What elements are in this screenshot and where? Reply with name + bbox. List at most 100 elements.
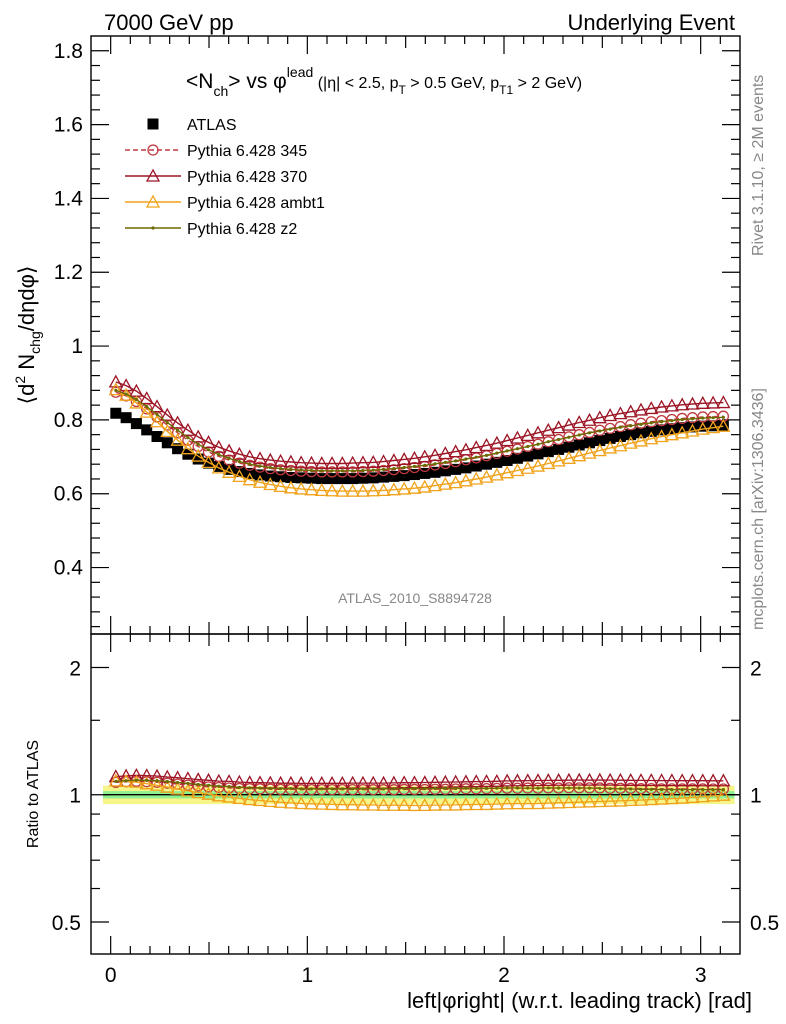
main-point-4 — [412, 464, 417, 469]
ratio-point-2 — [675, 773, 690, 787]
main-point-0 — [120, 412, 132, 424]
main-point-4 — [196, 442, 200, 446]
main-point-4 — [526, 444, 530, 449]
ratio-point-3 — [160, 779, 175, 793]
main-point-3 — [469, 471, 484, 485]
ratio-point-2 — [561, 772, 576, 786]
main-point-2 — [427, 447, 443, 461]
main-point-0 — [707, 420, 719, 432]
ratio-point-3 — [438, 797, 453, 811]
main-point-0 — [583, 437, 595, 449]
ratio-point-3 — [314, 796, 329, 810]
ratio-line-3 — [115, 780, 724, 807]
ratio-point-3 — [500, 796, 515, 810]
main-point-3 — [448, 475, 463, 489]
ratio-point-4 — [217, 784, 221, 788]
main-point-3 — [283, 480, 298, 494]
title-cuts-b: > 0.5 GeV, p — [406, 75, 499, 92]
ratio-point-4 — [175, 780, 180, 785]
ratio-point-2 — [705, 773, 721, 787]
ratio-ytick-label: 1 — [69, 785, 81, 808]
main-point-4 — [649, 421, 653, 425]
main-point-4 — [361, 468, 365, 473]
ratio-point-2 — [623, 772, 638, 786]
main-point-0 — [439, 465, 451, 477]
main-point-1 — [552, 433, 565, 446]
main-point-0 — [110, 407, 122, 419]
main-point-4 — [495, 451, 499, 455]
main-point-1 — [542, 436, 554, 448]
header-right: Underlying Event — [567, 10, 735, 35]
main-point-0 — [213, 460, 225, 472]
title-cuts-b-sub: T1 — [499, 83, 513, 97]
main-point-3 — [355, 483, 371, 497]
main-point-3 — [417, 479, 432, 493]
ratio-point-4 — [608, 787, 612, 791]
main-point-2 — [324, 456, 340, 470]
main-ytick-label: 0.6 — [54, 483, 83, 506]
main-point-3 — [314, 483, 329, 497]
main-point-3 — [273, 478, 288, 492]
main-point-3 — [263, 477, 278, 491]
main-point-4 — [237, 460, 241, 464]
main-point-2 — [417, 449, 432, 463]
ratio-point-2 — [489, 773, 504, 787]
ratio-point-4 — [165, 779, 169, 784]
ratio-point-4 — [495, 786, 499, 790]
main-point-4 — [206, 448, 211, 452]
ratio-point-4 — [361, 787, 365, 791]
main-point-4 — [536, 442, 540, 446]
main-point-3 — [644, 431, 659, 445]
title-cuts-a: (|η| < 2.5, p — [313, 75, 398, 92]
main-axes: 0.4 0.6 0.8 1 1.2 1.4 1.6 1.8 — [54, 36, 740, 634]
main-point-3 — [613, 438, 628, 452]
main-point-4 — [567, 435, 571, 439]
ratio-point-3 — [633, 792, 649, 806]
ratio-point-3 — [335, 797, 350, 811]
main-point-2 — [644, 401, 659, 415]
main-point-3 — [211, 460, 226, 474]
main-point-3 — [252, 474, 268, 488]
main-point-0 — [511, 452, 523, 464]
ratio-point-4 — [474, 786, 478, 790]
main-ytick-label: 0.8 — [54, 409, 83, 432]
ratio-ylabel: Ratio to ATLAS — [25, 740, 42, 848]
main-point-3 — [376, 483, 391, 497]
main-point-2 — [695, 395, 710, 409]
ratio-point-2 — [582, 772, 597, 786]
ratio-point-4 — [248, 786, 252, 790]
ratio-point-4 — [423, 787, 427, 791]
main-point-0 — [491, 456, 503, 468]
main-point-2 — [119, 378, 134, 392]
main-point-4 — [309, 468, 314, 473]
main-point-4 — [546, 440, 550, 444]
main-point-2 — [654, 399, 669, 413]
ratio-point-2 — [510, 773, 525, 787]
ratio-point-4 — [690, 788, 695, 792]
main-point-0 — [460, 462, 472, 474]
ratio-point-3 — [458, 797, 474, 811]
ratio-point-2 — [551, 772, 566, 786]
main-point-0 — [347, 473, 359, 485]
ratio-point-4 — [546, 786, 550, 790]
main-ylabel: ⟨d2 Nchg/dηdφ⟩ — [12, 266, 43, 405]
main-point-0 — [594, 435, 606, 447]
main-point-4 — [299, 468, 303, 472]
main-point-4 — [392, 467, 396, 471]
main-point-2 — [603, 408, 618, 422]
main-point-2 — [397, 452, 412, 466]
main-point-3 — [304, 482, 319, 496]
main-point-3 — [427, 478, 443, 492]
ratio-point-2 — [530, 773, 546, 787]
main-point-4 — [454, 459, 458, 463]
main-point-0 — [378, 471, 390, 483]
ratio-point-2 — [685, 773, 700, 787]
main-point-0 — [285, 471, 297, 483]
ratio-point-4 — [330, 787, 334, 791]
ratio-point-4 — [186, 781, 190, 786]
ratio-point-4 — [618, 787, 622, 791]
ratio-point-4 — [526, 786, 530, 790]
main-point-2 — [530, 425, 546, 439]
main-point-3 — [397, 481, 412, 495]
